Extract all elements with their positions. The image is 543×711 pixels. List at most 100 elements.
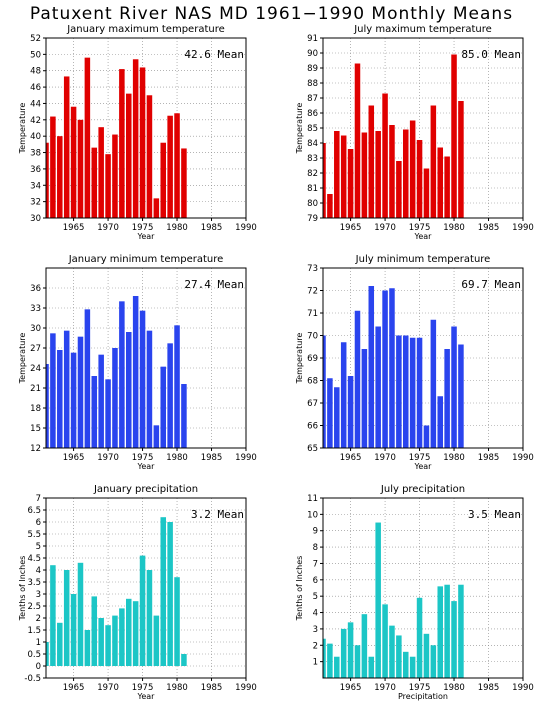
chart-4-bar xyxy=(361,349,368,448)
chart-3-bar xyxy=(160,366,166,448)
chart-5-bar xyxy=(50,565,56,666)
chart-4-x-axis-label: Year xyxy=(414,462,433,471)
chart-1-x-tick-label: 1990 xyxy=(235,223,257,233)
chart-5-bar xyxy=(57,622,63,666)
chart-4-bar xyxy=(368,286,375,448)
chart-2-title: July maximum temperature xyxy=(353,24,492,35)
chart-5-y-tick-label: 0 xyxy=(36,662,41,672)
chart-4-x-tick-label: 1965 xyxy=(340,453,362,463)
chart-3-x-tick-label: 1990 xyxy=(235,453,257,463)
chart-4-x-tick-label: 1970 xyxy=(374,453,396,463)
chart-5-x-tick-label: 1965 xyxy=(63,683,85,693)
chart-6-bar xyxy=(347,622,354,678)
chart-6-bar xyxy=(323,638,326,678)
chart-6-x-tick-label: 1980 xyxy=(443,683,465,693)
chart-2-x-tick-label: 1980 xyxy=(443,223,465,233)
chart-1-bar xyxy=(63,76,70,218)
chart-4-y-tick-label: 73 xyxy=(307,264,318,274)
chart-2-y-tick-label: 86 xyxy=(307,109,318,119)
chart-2-bar xyxy=(382,93,388,218)
chart-6-x-axis-label: Precipitation xyxy=(398,692,448,701)
chart-2-bar xyxy=(368,105,375,218)
chart-2-bar xyxy=(327,194,333,218)
chart-5-bar xyxy=(91,596,98,666)
chart-4-y-tick-label: 66 xyxy=(307,422,318,432)
chart-5-x-tick-label: 1980 xyxy=(166,683,188,693)
chart-1-bar xyxy=(181,148,187,218)
chart-6-bar xyxy=(340,628,347,678)
chart-5-y-tick-label: 1.5 xyxy=(27,626,41,636)
chart-3-plot-frame xyxy=(45,267,247,449)
chart-2-y-tick-label: 81 xyxy=(307,184,318,194)
chart-1-bar xyxy=(167,115,173,218)
chart-5-y-tick-label: 4 xyxy=(36,566,41,576)
chart-2-y-tick-label: 90 xyxy=(307,49,318,59)
chart-4-bar xyxy=(382,290,388,448)
chart-6-bar xyxy=(430,645,437,678)
chart-5-bar xyxy=(84,630,91,666)
chart-2-bar xyxy=(354,63,361,218)
chart-4-x-tick-label: 1985 xyxy=(478,453,500,463)
chart-3-bar xyxy=(84,309,91,448)
chart-6-y-tick-label: 6 xyxy=(313,576,318,586)
chart-1-bar xyxy=(146,95,153,218)
chart-2-x-tick-label: 1965 xyxy=(340,223,362,233)
chart-6-bar xyxy=(423,633,430,678)
chart-3-y-axis-label: Temperature xyxy=(18,333,27,385)
chart-2-bar xyxy=(444,156,450,218)
chart-6-bar xyxy=(368,656,375,678)
chart-4-y-tick-label: 71 xyxy=(307,309,318,319)
chart-5-x-tick-label: 1970 xyxy=(97,683,119,693)
chart-4-bar xyxy=(403,335,409,448)
chart-5-y-axis-label: Tenths of Inches xyxy=(18,556,27,622)
chart-5-y-tick-label: 3.5 xyxy=(27,578,41,588)
chart-3-y-tick-label: 12 xyxy=(30,444,41,454)
chart-6-bar xyxy=(458,584,464,678)
chart-5-y-tick-label: 2 xyxy=(36,614,41,624)
chart-2-y-tick-label: 84 xyxy=(307,139,318,149)
chart-5-y-tick-label: -0.5 xyxy=(24,674,41,684)
chart-1-y-axis-label: Temperature xyxy=(18,103,27,155)
chart-6-x-tick-label: 1990 xyxy=(512,683,534,693)
chart-2-y-tick-label: 91 xyxy=(307,34,318,44)
chart-6-y-tick-label: 5 xyxy=(313,592,318,602)
chart-4-bar xyxy=(423,425,430,448)
chart-6-bar xyxy=(389,625,395,678)
chart-4-bar xyxy=(430,319,437,448)
chart-1-y-tick-label: 34 xyxy=(30,181,41,191)
chart-2-bar xyxy=(375,131,381,218)
chart-1-bar xyxy=(153,198,160,218)
chart-3-x-tick-label: 1965 xyxy=(63,453,85,463)
chart-1-y-tick-label: 48 xyxy=(30,67,41,77)
chart-3-bar xyxy=(167,343,173,448)
chart-2-y-tick-label: 89 xyxy=(307,64,318,74)
chart-3-mean-label: 27.4 Mean xyxy=(184,278,244,291)
chart-2-bar xyxy=(340,135,347,218)
chart-5-bar xyxy=(139,555,146,666)
chart-5-bar xyxy=(146,570,153,666)
chart-2-bar xyxy=(334,131,340,218)
chart-4-bar xyxy=(444,349,450,448)
chart-6-y-tick-label: 2 xyxy=(313,641,318,651)
chart-2-bar xyxy=(323,143,326,218)
chart-5-x-tick-label: 1975 xyxy=(132,683,154,693)
chart-5-y-tick-label: 6 xyxy=(36,518,41,528)
chart-1-y-tick-label: 44 xyxy=(30,99,41,109)
chart-2-y-tick-label: 88 xyxy=(307,79,318,89)
chart-6-y-axis-label: Tenths of Inches xyxy=(295,556,304,622)
chart-3-y-tick-label: 21 xyxy=(30,384,41,394)
chart-1-bar xyxy=(160,142,166,218)
chart-3-bar xyxy=(174,325,180,448)
chart-6-mean-label: 3.5 Mean xyxy=(468,508,521,521)
chart-3-bar xyxy=(146,330,153,448)
chart-6-bar xyxy=(416,597,423,678)
chart-1-y-tick-label: 40 xyxy=(30,132,41,142)
chart-3-bar xyxy=(63,330,70,448)
chart-3-y-tick-label: 30 xyxy=(30,324,41,334)
chart-4-y-tick-label: 67 xyxy=(307,399,318,409)
chart-3-bar xyxy=(139,310,146,448)
chart-5-x-axis-label: Year xyxy=(137,692,156,701)
chart-3-x-tick-label: 1985 xyxy=(201,453,223,463)
chart-2-bar xyxy=(423,168,430,218)
